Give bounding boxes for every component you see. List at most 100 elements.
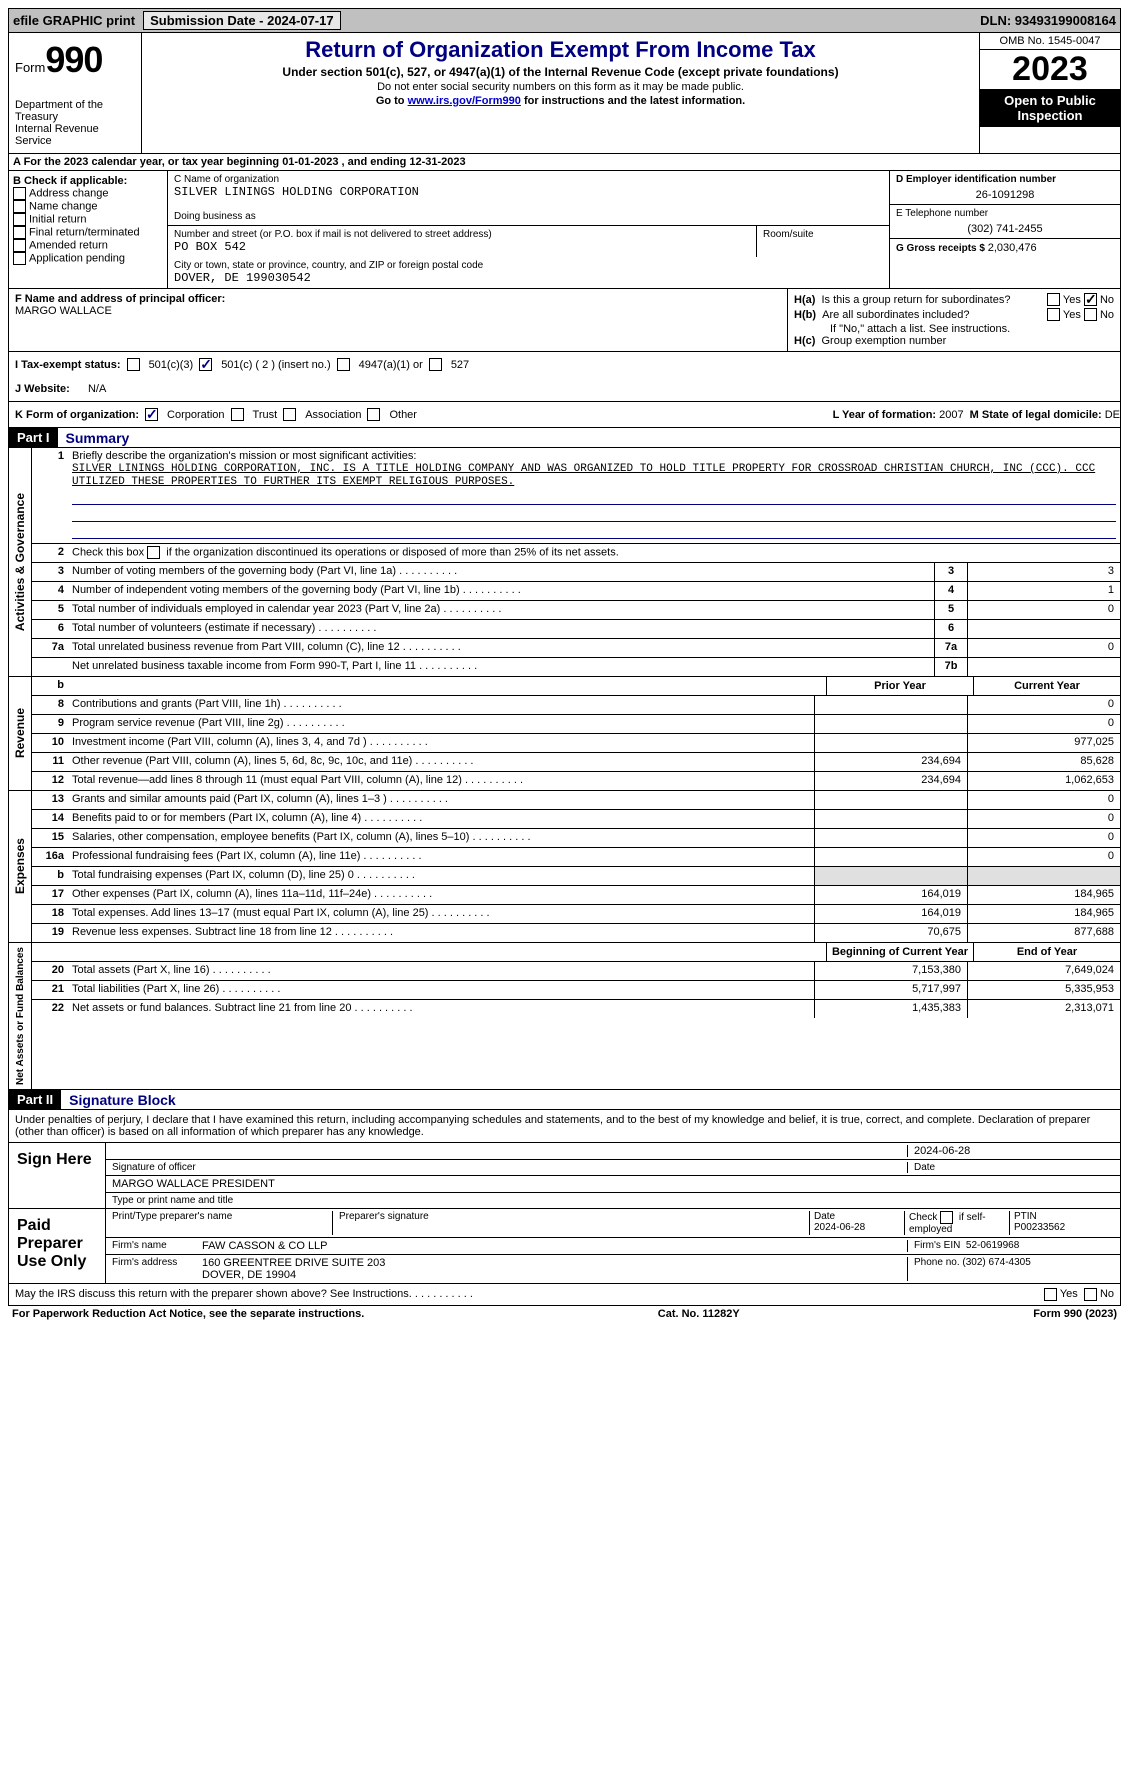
- sign-here-label: Sign Here: [9, 1143, 105, 1208]
- header-boxes: B Check if applicable: Address change Na…: [8, 171, 1121, 289]
- chk-corp[interactable]: [145, 408, 158, 421]
- box-l: L Year of formation: 2007: [833, 409, 964, 421]
- phone: (302) 741-2455: [896, 223, 1114, 235]
- row-f-h: F Name and address of principal officer:…: [8, 289, 1121, 352]
- discuss-yes[interactable]: [1044, 1288, 1057, 1301]
- chk-trust[interactable]: [231, 408, 244, 421]
- org-name: SILVER LININGS HOLDING CORPORATION: [174, 185, 883, 199]
- part2-tag: Part II: [9, 1090, 61, 1109]
- chk-other[interactable]: [367, 408, 380, 421]
- officer-name: MARGO WALLACE: [15, 305, 781, 317]
- ptin: P00233562: [1014, 1222, 1065, 1233]
- chk-assoc[interactable]: [283, 408, 296, 421]
- section-revenue: Revenue b Prior Year Current Year 8Contr…: [8, 677, 1121, 791]
- dba-label: Doing business as: [174, 211, 883, 222]
- mission-text: SILVER LININGS HOLDING CORPORATION, INC.…: [72, 463, 1095, 488]
- ha-no[interactable]: [1084, 293, 1097, 306]
- chk-527[interactable]: [429, 358, 442, 371]
- ag-row: 3Number of voting members of the governi…: [32, 563, 1120, 582]
- irs-link[interactable]: www.irs.gov/Form990: [408, 95, 521, 107]
- chk-final-return[interactable]: [13, 226, 26, 239]
- hdr-beginning: Beginning of Current Year: [826, 943, 973, 961]
- sig-date-label: Date: [907, 1162, 1114, 1173]
- ag-row: 4Number of independent voting members of…: [32, 582, 1120, 601]
- form-footer: Form 990 (2023): [1033, 1308, 1117, 1320]
- submission-date: Submission Date - 2024-07-17: [143, 11, 341, 30]
- form-word: Form: [15, 60, 45, 75]
- chk-discontinued[interactable]: [147, 546, 160, 559]
- tab-revenue: Revenue: [11, 704, 29, 762]
- data-row: 15Salaries, other compensation, employee…: [32, 829, 1120, 848]
- tax-status-label: I Tax-exempt status:: [15, 359, 121, 371]
- dept-label: Department of the Treasury Internal Reve…: [15, 99, 135, 147]
- hb-no[interactable]: [1084, 308, 1097, 321]
- room-label: Room/suite: [763, 229, 883, 240]
- tab-net: Net Assets or Fund Balances: [13, 943, 28, 1089]
- box-m: M State of legal domicile: DE: [970, 409, 1120, 421]
- chk-name-change[interactable]: [13, 200, 26, 213]
- section-net: Net Assets or Fund Balances Beginning of…: [8, 943, 1121, 1090]
- data-row: 13Grants and similar amounts paid (Part …: [32, 791, 1120, 810]
- form-org-label: K Form of organization:: [15, 409, 139, 421]
- box-deg: D Employer identification number 26-1091…: [889, 171, 1120, 288]
- part1-header: Part I Summary: [8, 428, 1121, 448]
- prep-sig-label: Preparer's signature: [332, 1211, 809, 1235]
- chk-501c[interactable]: [199, 358, 212, 371]
- dln: DLN: 93493199008164: [980, 13, 1116, 28]
- signature-block: Under penalties of perjury, I declare th…: [8, 1110, 1121, 1306]
- data-row: 11Other revenue (Part VIII, column (A), …: [32, 753, 1120, 772]
- form-header: Form990 Department of the Treasury Inter…: [8, 33, 1121, 154]
- ha-yes[interactable]: [1047, 293, 1060, 306]
- form-subtitle: Under section 501(c), 527, or 4947(a)(1)…: [146, 65, 975, 79]
- tab-expenses: Expenses: [11, 834, 29, 898]
- chk-initial-return[interactable]: [13, 213, 26, 226]
- chk-self-emp[interactable]: [940, 1211, 953, 1224]
- sig-date: 2024-06-28: [907, 1145, 1114, 1157]
- org-name-label: C Name of organization: [174, 174, 883, 185]
- data-row: bTotal fundraising expenses (Part IX, co…: [32, 867, 1120, 886]
- data-row: 20Total assets (Part X, line 16)7,153,38…: [32, 962, 1120, 981]
- street: PO BOX 542: [174, 240, 750, 254]
- box-j: J Website: N/A: [8, 377, 1121, 402]
- hdr-current: Current Year: [973, 677, 1120, 695]
- city: DOVER, DE 199030542: [174, 271, 883, 285]
- box-c: C Name of organization SILVER LININGS HO…: [168, 171, 889, 288]
- data-row: 18Total expenses. Add lines 13–17 (must …: [32, 905, 1120, 924]
- page-footer: For Paperwork Reduction Act Notice, see …: [8, 1306, 1121, 1322]
- part1-tag: Part I: [9, 428, 58, 447]
- data-row: 21Total liabilities (Part X, line 26)5,7…: [32, 981, 1120, 1000]
- hdr-end: End of Year: [973, 943, 1120, 961]
- website-value: N/A: [88, 383, 106, 395]
- instr-goto: Go to www.irs.gov/Form990 for instructio…: [146, 95, 975, 107]
- firm-phone: (302) 674-4305: [962, 1257, 1030, 1268]
- cat-no: Cat. No. 11282Y: [658, 1308, 740, 1320]
- open-public-label: Open to Public Inspection: [980, 89, 1120, 127]
- part1-title: Summary: [58, 430, 130, 446]
- data-row: 19Revenue less expenses. Subtract line 1…: [32, 924, 1120, 942]
- chk-501c3[interactable]: [127, 358, 140, 371]
- firm-address: 160 GREENTREE DRIVE SUITE 203 DOVER, DE …: [192, 1257, 907, 1281]
- ein: 26-1091298: [896, 189, 1114, 201]
- chk-4947[interactable]: [337, 358, 350, 371]
- chk-amended[interactable]: [13, 239, 26, 252]
- box-klm: K Form of organization: Corporation Trus…: [8, 402, 1121, 428]
- ag-row: 6Total number of volunteers (estimate if…: [32, 620, 1120, 639]
- chk-app-pending[interactable]: [13, 252, 26, 265]
- gross-receipts: 2,030,476: [988, 242, 1037, 254]
- data-row: 16aProfessional fundraising fees (Part I…: [32, 848, 1120, 867]
- ag-row: 5Total number of individuals employed in…: [32, 601, 1120, 620]
- omb-number: OMB No. 1545-0047: [980, 33, 1120, 50]
- box-i: I Tax-exempt status: 501(c)(3) 501(c) ( …: [8, 352, 1121, 377]
- gross-label: G Gross receipts $: [896, 243, 988, 254]
- section-ag: Activities & Governance 1 Briefly descri…: [8, 448, 1121, 677]
- hb-yes[interactable]: [1047, 308, 1060, 321]
- chk-address-change[interactable]: [13, 187, 26, 200]
- ag-row: 7aTotal unrelated business revenue from …: [32, 639, 1120, 658]
- tax-year: 2023: [980, 50, 1120, 89]
- mission-label: Briefly describe the organization's miss…: [72, 450, 416, 462]
- form-title: Return of Organization Exempt From Incom…: [146, 37, 975, 63]
- discuss-no[interactable]: [1084, 1288, 1097, 1301]
- line2: Check this box if the organization disco…: [68, 544, 1120, 562]
- prep-date: 2024-06-28: [814, 1222, 865, 1233]
- efile-label: efile GRAPHIC print: [13, 13, 135, 28]
